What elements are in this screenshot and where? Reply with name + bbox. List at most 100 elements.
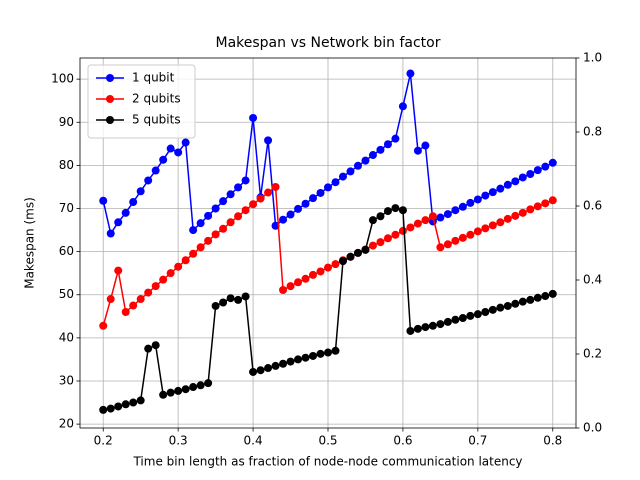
x-tick-label: 0.2 <box>94 434 113 448</box>
data-point <box>159 155 168 164</box>
data-point <box>286 357 295 366</box>
data-point <box>166 269 175 278</box>
data-point <box>226 190 235 199</box>
data-point <box>473 195 482 204</box>
data-point <box>256 194 265 203</box>
data-point <box>466 230 475 239</box>
data-point <box>518 173 527 182</box>
data-point <box>256 366 265 375</box>
data-point <box>226 294 235 303</box>
data-point <box>451 236 460 245</box>
data-point <box>533 293 542 302</box>
data-point <box>294 278 303 287</box>
data-point <box>338 257 347 266</box>
data-point <box>121 208 130 217</box>
data-point <box>316 349 325 358</box>
data-point <box>503 180 512 189</box>
data-point <box>174 386 183 395</box>
data-point <box>391 230 400 239</box>
data-point <box>331 260 340 269</box>
data-point <box>466 311 475 320</box>
data-point <box>189 226 198 235</box>
data-point <box>106 295 115 304</box>
data-point <box>548 289 557 298</box>
data-point <box>451 206 460 215</box>
data-point <box>264 136 273 145</box>
data-point <box>353 248 362 257</box>
data-point <box>398 226 407 235</box>
data-point <box>181 385 190 394</box>
legend-marker <box>106 116 114 124</box>
data-point <box>249 367 258 376</box>
data-point <box>181 138 190 147</box>
data-point <box>383 234 392 243</box>
data-point <box>301 199 310 208</box>
x-tick-label: 0.3 <box>169 434 188 448</box>
data-point <box>421 141 430 150</box>
data-point <box>121 400 130 409</box>
data-point <box>391 134 400 143</box>
data-point <box>398 206 407 215</box>
data-point <box>481 224 490 233</box>
data-point <box>324 263 332 272</box>
data-point <box>301 353 310 362</box>
data-point <box>353 161 362 170</box>
data-point <box>189 249 198 258</box>
data-point <box>458 314 467 323</box>
data-point <box>511 299 520 308</box>
data-point <box>316 188 325 197</box>
data-point <box>443 240 452 249</box>
data-point <box>294 204 303 213</box>
data-point <box>271 182 280 191</box>
data-point <box>436 320 445 329</box>
y2-tick-label: 1.0 <box>583 51 602 65</box>
data-point <box>346 252 355 261</box>
data-point <box>346 167 355 176</box>
data-point <box>241 206 250 215</box>
y-tick-label: 90 <box>59 115 74 129</box>
data-point <box>159 275 168 284</box>
data-point <box>99 405 108 414</box>
data-point <box>106 229 115 238</box>
data-point <box>406 69 415 78</box>
data-point <box>466 198 475 207</box>
data-point <box>383 207 392 216</box>
legend-marker <box>106 74 114 82</box>
data-point <box>241 176 250 185</box>
data-point <box>458 233 467 242</box>
data-point <box>294 355 303 364</box>
data-point <box>413 324 422 333</box>
data-point <box>316 267 325 276</box>
data-point <box>211 230 220 239</box>
data-point <box>136 295 145 304</box>
data-point <box>428 212 437 221</box>
data-point <box>368 216 377 225</box>
data-point <box>204 379 213 388</box>
data-point <box>264 364 273 373</box>
data-point <box>144 288 153 297</box>
y-tick-label: 50 <box>59 287 74 301</box>
data-point <box>249 200 258 209</box>
data-point <box>166 144 175 153</box>
x-tick-label: 0.6 <box>393 434 412 448</box>
y2-tick-label: 0.6 <box>583 199 602 213</box>
data-point <box>271 361 280 370</box>
data-point <box>488 221 497 230</box>
data-point <box>279 286 288 295</box>
data-point <box>338 172 347 181</box>
data-point <box>309 270 318 279</box>
data-point <box>144 176 153 185</box>
data-point <box>458 202 467 211</box>
y-tick-label: 80 <box>59 158 74 172</box>
data-point <box>174 148 183 157</box>
y2-tick-label: 0.8 <box>583 125 602 139</box>
data-point <box>518 297 527 306</box>
data-point <box>99 196 108 205</box>
data-point <box>249 113 258 122</box>
data-point <box>496 218 505 227</box>
y-tick-label: 60 <box>59 244 74 258</box>
plot-frame <box>79 57 577 429</box>
data-point <box>114 402 123 411</box>
y-tick-label: 30 <box>59 373 74 387</box>
data-point <box>159 390 168 399</box>
